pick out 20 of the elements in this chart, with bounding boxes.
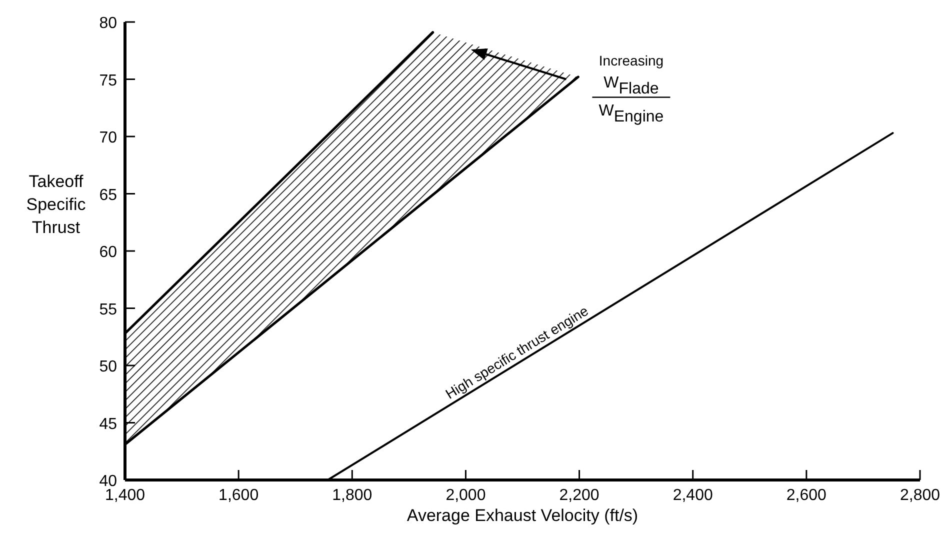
x-tick-label: 2,400 <box>672 487 713 504</box>
y-axis-title: Takeoff Specific Thrust <box>26 172 86 238</box>
x-axis-title: Average Exhaust Velocity (ft/s) <box>406 506 638 525</box>
y-tick-label: 70 <box>99 130 118 146</box>
y-tick-label: 60 <box>99 244 118 261</box>
x-tick-label: 1,800 <box>332 487 372 504</box>
x-tick-label: 2,200 <box>559 487 600 504</box>
annotation: Increasing <box>598 52 664 68</box>
y-tick-label: 40 <box>99 473 118 490</box>
x-tick-label: 2,000 <box>446 487 486 504</box>
y-tick-label: 55 <box>99 301 118 318</box>
y-tick-label: 65 <box>99 186 118 204</box>
y-tick-label: 75 <box>99 72 118 90</box>
x-tick-label: 1,400 <box>104 487 146 504</box>
y-tick-label: 50 <box>99 358 118 376</box>
x-tick-label: 2,800 <box>900 487 940 504</box>
x-tick-label: 1,600 <box>218 487 259 504</box>
y-tick-label: 45 <box>99 416 118 433</box>
x-tick-label: 2,600 <box>786 487 827 504</box>
y-tick-label: 80 <box>99 15 118 32</box>
